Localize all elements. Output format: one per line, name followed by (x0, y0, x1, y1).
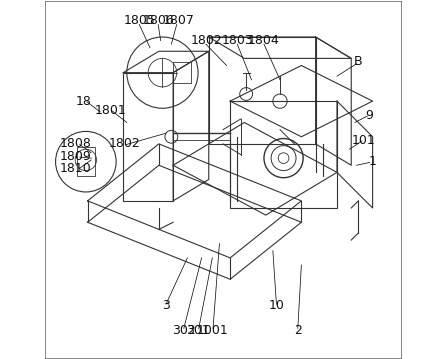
Text: 9: 9 (365, 109, 373, 122)
Text: 1807: 1807 (162, 14, 194, 28)
Text: 1806: 1806 (143, 14, 175, 28)
Text: 101: 101 (352, 134, 376, 147)
Text: 1: 1 (369, 155, 376, 168)
Text: 1802: 1802 (109, 137, 141, 150)
Text: 1803: 1803 (221, 34, 253, 47)
Text: 2: 2 (294, 325, 302, 337)
Text: 1810: 1810 (59, 162, 91, 175)
Text: 18: 18 (76, 95, 92, 108)
Text: 1808: 1808 (59, 137, 91, 150)
Text: 10: 10 (268, 299, 285, 312)
Text: 1001: 1001 (196, 325, 228, 337)
Text: 3: 3 (162, 299, 170, 312)
Text: 302: 302 (172, 325, 196, 337)
Text: 1802: 1802 (191, 34, 223, 47)
Bar (77, 148, 95, 176)
Text: 301: 301 (186, 325, 210, 337)
Text: 1804: 1804 (248, 34, 280, 47)
Bar (173, 62, 191, 83)
Text: 1809: 1809 (59, 150, 91, 163)
Text: B: B (354, 55, 363, 69)
Text: 1801: 1801 (95, 103, 127, 117)
Text: 1805: 1805 (124, 14, 155, 28)
